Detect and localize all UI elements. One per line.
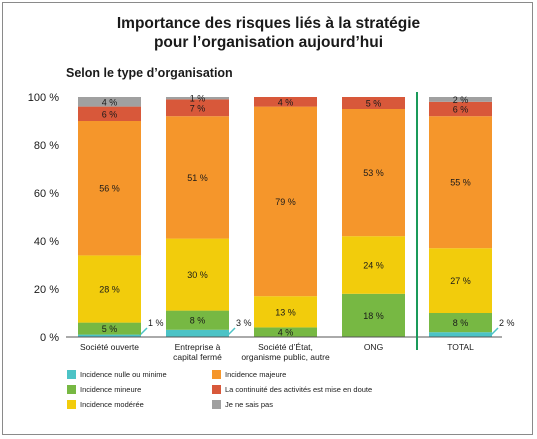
data-label: 51 % (187, 173, 208, 183)
legend-label: Incidence nulle ou minime (80, 370, 167, 379)
legend-label: La continuité des activités est mise en … (225, 385, 373, 394)
legend-item: Incidence modérée (67, 400, 144, 409)
chart-title-line-1: Importance des risques liés à la stratég… (116, 15, 421, 32)
data-label: 28 % (99, 285, 120, 295)
legend-item: Incidence majeure (212, 370, 286, 379)
legend-label: Incidence modérée (80, 400, 144, 409)
bar-segment (78, 322, 141, 335)
bar-segment (342, 109, 405, 237)
data-label: 1 % (148, 318, 164, 328)
bar-segment (429, 97, 492, 102)
y-tick-label: 100 % (28, 92, 59, 104)
bar-segment (342, 97, 405, 109)
data-label: 13 % (275, 307, 296, 317)
legend-swatch (67, 400, 76, 409)
y-tick-label: 40 % (34, 236, 59, 248)
x-category-label: ONG (364, 342, 383, 352)
chart-title-line-2: pour l’organisation aujourd’hui (153, 34, 384, 51)
bar-segment (429, 313, 492, 333)
data-label: 30 % (187, 270, 208, 280)
x-category-label: TOTAL (447, 342, 474, 352)
data-label: 5 % (102, 324, 118, 334)
legend-label: Je ne sais pas (225, 400, 273, 409)
legend-item: Incidence mineure (67, 385, 141, 394)
data-label: 2 % (453, 95, 469, 105)
bar-segment (342, 293, 405, 337)
legend-swatch (67, 370, 76, 379)
bar-segment (166, 310, 229, 330)
bar-segment (342, 236, 405, 294)
bar-segment (78, 106, 141, 121)
bar-segment (254, 327, 317, 337)
bar-segment (78, 97, 141, 107)
bar-segment (429, 248, 492, 313)
bar-segment (78, 334, 141, 337)
data-label: 8 % (190, 316, 206, 326)
label-leader-line (489, 327, 499, 337)
bar-segment (166, 99, 229, 117)
data-label: 3 % (236, 318, 252, 328)
bar-segment (166, 97, 229, 100)
bar-segment (429, 116, 492, 249)
data-label: 8 % (453, 318, 469, 328)
chart-title: Importance des risques liés à la stratég… (0, 14, 537, 52)
bar-segment (166, 238, 229, 311)
bar-segment (254, 106, 317, 297)
data-label: 27 % (450, 276, 471, 286)
bar-segment (254, 97, 317, 107)
bar-segment (429, 101, 492, 117)
x-category-label: Entreprise à capital fermé (173, 342, 222, 362)
data-label: 4 % (102, 97, 118, 107)
data-label: 4 % (278, 97, 294, 107)
bar-segment (78, 121, 141, 256)
bar-segment (254, 296, 317, 328)
bar-segment (429, 332, 492, 337)
data-label: 7 % (190, 103, 206, 113)
legend-swatch (212, 370, 221, 379)
x-category-label: Société d’État, organisme public, autre (241, 342, 330, 362)
data-label: 24 % (363, 261, 384, 271)
data-label: 6 % (453, 105, 469, 115)
legend-swatch (212, 400, 221, 409)
y-tick-label: 80 % (34, 140, 59, 152)
chart-subtitle: Selon le type d’organisation (66, 66, 233, 80)
data-label: 53 % (363, 168, 384, 178)
data-label: 79 % (275, 197, 296, 207)
legend-swatch (212, 385, 221, 394)
legend-label: Incidence majeure (225, 370, 287, 379)
bar-segment (78, 255, 141, 323)
data-label: 18 % (363, 311, 384, 321)
x-category-label: Société ouverte (80, 342, 139, 352)
bar-segment (166, 329, 229, 337)
legend-label: Incidence mineure (80, 385, 142, 394)
y-tick-label: 20 % (34, 284, 59, 296)
label-leader-line (138, 327, 148, 337)
legend-item: Je ne sais pas (212, 400, 273, 409)
legend-item: La continuité des activités est mise en … (212, 385, 372, 394)
data-label: 56 % (99, 184, 120, 194)
data-label: 6 % (102, 109, 118, 119)
data-label: 2 % (499, 318, 515, 328)
data-label: 4 % (278, 328, 294, 338)
legend-swatch (67, 385, 76, 394)
data-label: 5 % (366, 99, 382, 109)
legend-item: Incidence nulle ou minime (67, 370, 167, 379)
data-label: 1 % (190, 94, 206, 104)
bar-segment (166, 116, 229, 239)
data-label: 55 % (450, 178, 471, 188)
y-tick-label: 60 % (34, 188, 59, 200)
label-leader-line (226, 327, 236, 337)
y-tick-label: 0 % (40, 332, 59, 344)
chart-frame (2, 2, 533, 435)
